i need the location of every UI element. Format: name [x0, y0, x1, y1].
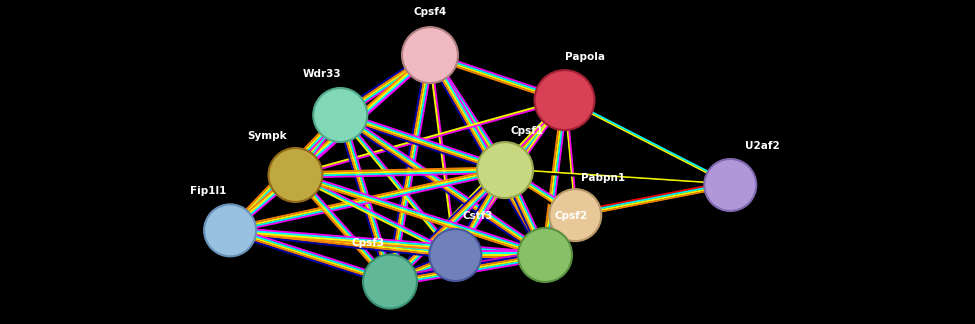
- Text: U2af2: U2af2: [745, 141, 780, 151]
- Circle shape: [477, 142, 533, 198]
- Text: Cpsf2: Cpsf2: [555, 211, 588, 221]
- Text: Cpsf1: Cpsf1: [511, 126, 544, 136]
- Circle shape: [518, 228, 572, 282]
- Circle shape: [704, 159, 757, 211]
- Text: Cpsf3: Cpsf3: [351, 237, 384, 248]
- Circle shape: [268, 148, 323, 202]
- Circle shape: [204, 204, 256, 256]
- Circle shape: [549, 189, 602, 241]
- Text: Pabpn1: Pabpn1: [581, 173, 625, 183]
- Circle shape: [363, 255, 417, 308]
- Circle shape: [534, 70, 595, 130]
- Text: Sympk: Sympk: [248, 131, 288, 141]
- Circle shape: [429, 229, 482, 281]
- Text: Papola: Papola: [565, 52, 604, 62]
- Text: Fip1l1: Fip1l1: [190, 186, 226, 196]
- Circle shape: [402, 27, 458, 83]
- Text: Cpsf4: Cpsf4: [413, 7, 447, 17]
- Text: Wdr33: Wdr33: [303, 69, 341, 79]
- Circle shape: [313, 88, 368, 142]
- Text: Cstf3: Cstf3: [462, 211, 492, 221]
